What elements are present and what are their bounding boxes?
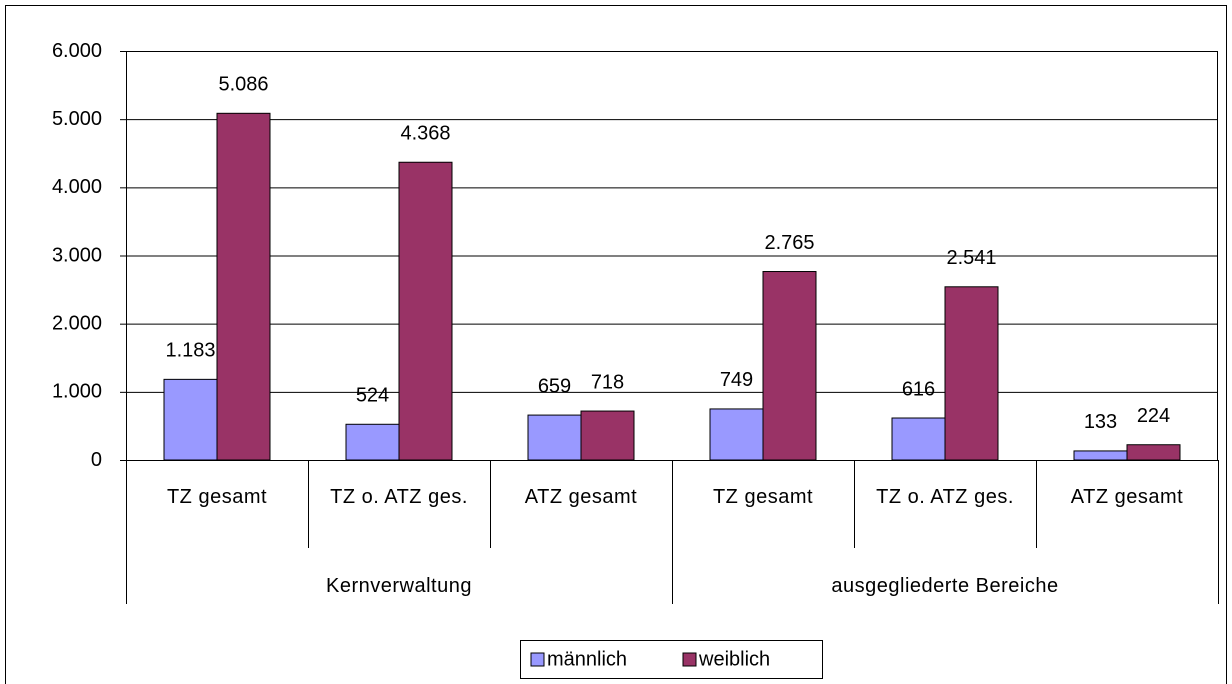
legend-swatch (530, 652, 545, 667)
x-tick-label: ATZ gesamt (1070, 486, 1184, 508)
x-tick-label: TZ gesamt (712, 486, 814, 508)
bar (345, 423, 400, 461)
x-tick-label: ATZ gesamt (524, 486, 638, 508)
value-label: 718 (591, 371, 624, 393)
legend-swatch (682, 652, 697, 667)
value-label: 2.765 (764, 232, 814, 254)
bar (709, 408, 764, 461)
value-label: 749 (720, 369, 753, 391)
bar (580, 410, 635, 461)
y-tick-label: 1.000 (52, 381, 102, 403)
group-label: Kernverwaltung (326, 575, 472, 597)
value-label: 616 (902, 378, 935, 400)
group-label: ausgegliederte Bereiche (831, 575, 1059, 597)
bar (527, 414, 582, 461)
y-tick-label: 0 (91, 449, 102, 471)
y-tick-label: 5.000 (52, 108, 102, 130)
value-label: 2.541 (946, 247, 996, 269)
value-label: 524 (356, 385, 389, 407)
bar (216, 112, 271, 461)
value-label: 659 (538, 375, 571, 397)
y-tick-label: 2.000 (52, 312, 102, 334)
bar (1126, 444, 1181, 461)
legend-box (520, 640, 823, 679)
x-tick-label: TZ o. ATZ ges. (330, 486, 468, 508)
value-label: 133 (1084, 411, 1117, 433)
value-label: 1.183 (165, 340, 215, 362)
bar (163, 378, 218, 461)
y-tick-label: 6.000 (52, 40, 102, 62)
bar (398, 161, 453, 461)
y-tick-label: 3.000 (52, 244, 102, 266)
value-label: 224 (1137, 405, 1170, 427)
bar (891, 417, 946, 461)
bar (1073, 450, 1128, 461)
value-label: 4.368 (400, 123, 450, 145)
bar (944, 286, 999, 461)
legend-label: männlich (547, 648, 627, 670)
x-tick-label: TZ gesamt (166, 486, 268, 508)
x-tick-label: TZ o. ATZ ges. (876, 486, 1014, 508)
bar (762, 271, 817, 461)
value-label: 5.086 (218, 74, 268, 96)
legend-label: weiblich (698, 648, 770, 670)
chart-frame (5, 5, 1227, 684)
y-tick-label: 4.000 (52, 176, 102, 198)
